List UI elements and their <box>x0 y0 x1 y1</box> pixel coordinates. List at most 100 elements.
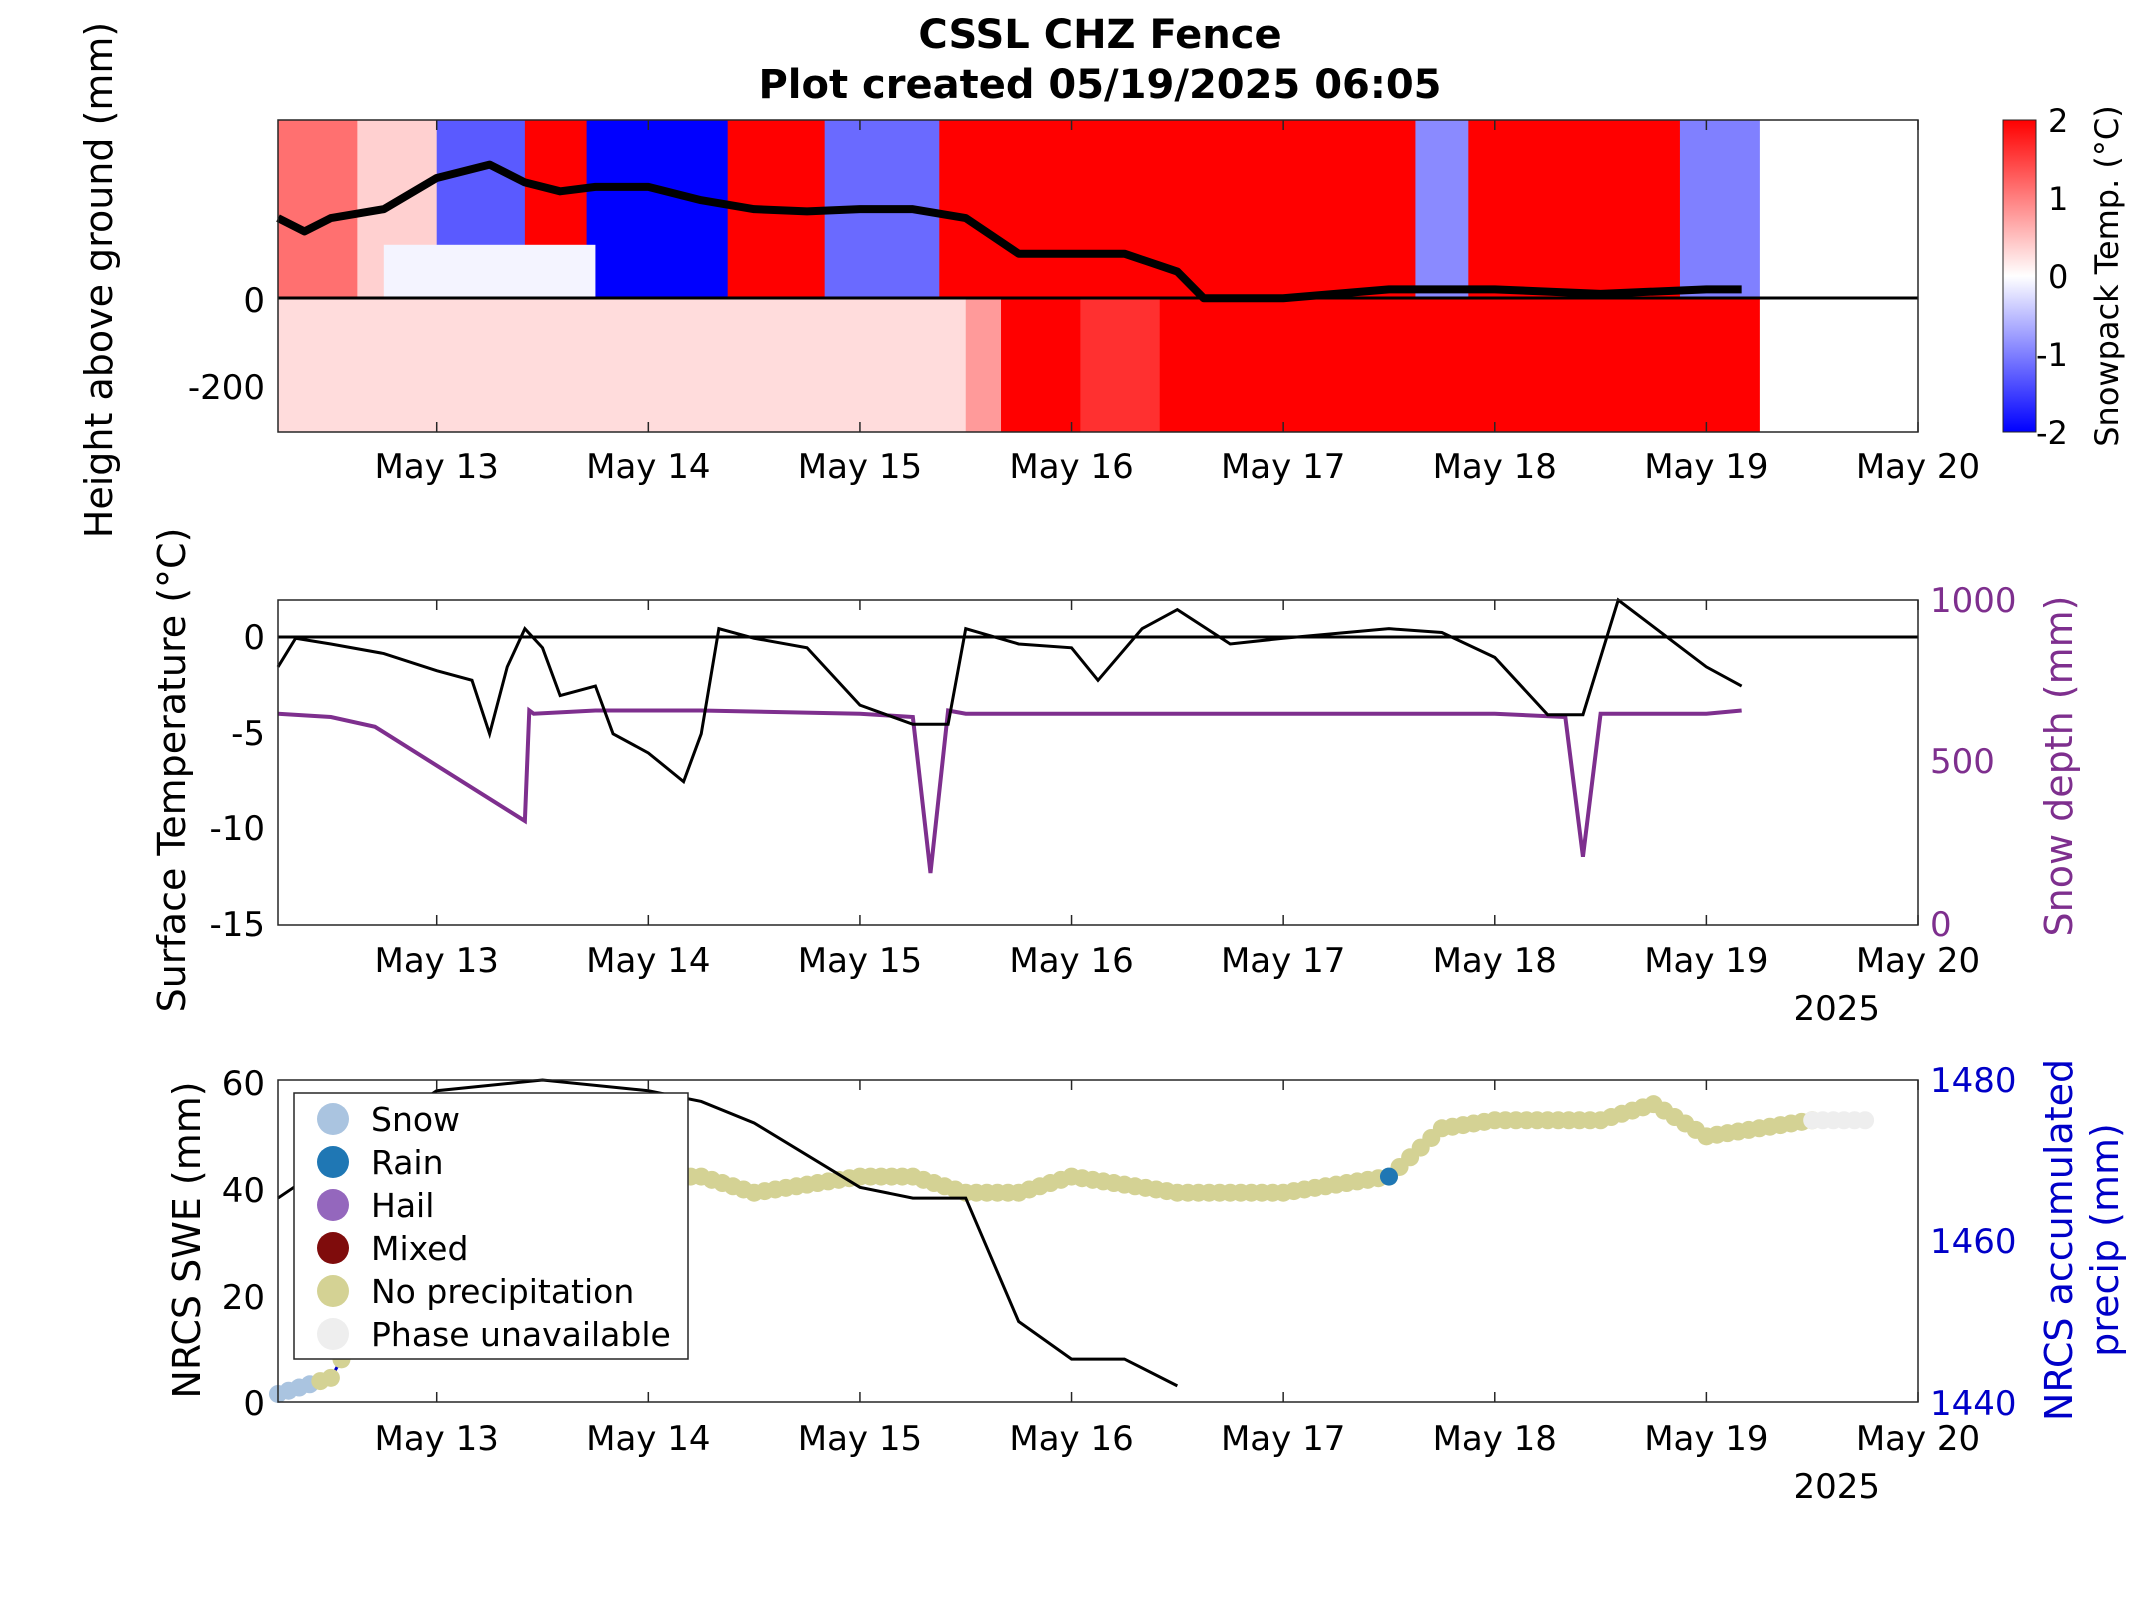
legend: Snow Rain Hail Mixed No precipitation Ph… <box>293 1092 689 1360</box>
panel3-x-ticks: May 13 May 14 May 15 May 16 May 17 May 18 May … <box>375 1080 1980 1459</box>
heatmap-cell <box>392 120 403 299</box>
heatmap-cell <box>807 298 817 432</box>
heatmap-cell <box>1468 120 1478 299</box>
colorbar-tick-2: 2 <box>2048 102 2068 140</box>
panel1-ylabel: Height above ground (mm) <box>77 22 121 539</box>
heatmap-cell <box>1565 298 1575 432</box>
panel2-year: 2025 <box>1793 989 1880 1029</box>
heatmap-cell <box>912 298 923 432</box>
heatmap-cell <box>1468 298 1478 432</box>
x-tick-label: May 13 <box>375 447 499 487</box>
heatmap-cell <box>286 298 297 432</box>
heatmap-cell <box>1750 120 1760 299</box>
legend-marker-rain <box>317 1146 349 1178</box>
heatmap-cell <box>1609 120 1619 299</box>
heatmap-cell <box>1679 120 1690 299</box>
heatmap-cell <box>1556 298 1566 432</box>
heatmap-cell <box>983 120 993 299</box>
heatmap-cell <box>1538 298 1549 432</box>
heatmap-cell <box>401 298 411 432</box>
heatmap-cell <box>1406 298 1417 432</box>
heatmap-cell <box>480 298 491 432</box>
x-tick-label: May 17 <box>1221 1419 1345 1459</box>
heatmap-cell <box>621 298 632 432</box>
heatmap-cell <box>868 298 879 432</box>
panel1-ytick-0: 0 <box>243 281 265 321</box>
heatmap-cell <box>1186 298 1196 432</box>
x-tick-label: May 20 <box>1856 941 1980 981</box>
heatmap-cell <box>639 120 649 299</box>
heatmap-cell <box>278 298 288 432</box>
heatmap-cell <box>542 120 552 299</box>
heatmap-cell <box>595 298 605 432</box>
heatmap-cell <box>348 298 358 432</box>
heatmap-cell <box>1256 120 1267 299</box>
heatmap-cell <box>701 120 711 299</box>
heatmap-cell <box>1415 298 1425 432</box>
x-tick-label: May 16 <box>1009 1419 1133 1459</box>
heatmap-cell <box>1283 120 1293 299</box>
heatmap-cell <box>1591 120 1602 299</box>
heatmap-cell <box>1045 120 1055 299</box>
heatmap-cell <box>445 120 455 299</box>
panel-surface-temperature: 0 -5 -10 -15 1000 500 0 May 13 May 14 May … <box>150 528 2081 1029</box>
heatmap-cell <box>1688 120 1699 299</box>
heatmap-cell <box>1618 120 1628 299</box>
heatmap-cell <box>1600 120 1610 299</box>
x-tick-label: May 15 <box>798 447 922 487</box>
heatmap-cell <box>1653 298 1663 432</box>
heatmap-cell <box>1098 120 1108 299</box>
heatmap-cell <box>657 298 667 432</box>
heatmap-cell <box>471 120 482 299</box>
heatmap-cell <box>948 120 958 299</box>
colorbar-label: Snowpack Temp. (°C) <box>2088 105 2126 447</box>
heatmap-cell <box>322 120 332 299</box>
heatmap-cell <box>1644 120 1655 299</box>
heatmap-cell <box>1230 298 1240 432</box>
heatmap-cell <box>921 298 932 432</box>
heatmap-cell <box>1089 120 1099 299</box>
heatmap-cell <box>1441 298 1452 432</box>
x-tick-label: May 19 <box>1644 941 1768 981</box>
heatmap-cell <box>1671 298 1681 432</box>
heatmap-cell <box>1494 120 1505 299</box>
x-tick-label: May 14 <box>586 941 710 981</box>
heatmap-cell <box>824 298 835 432</box>
heatmap-cell <box>648 120 658 299</box>
heatmap-cell <box>1547 120 1558 299</box>
heatmap-cell <box>789 298 799 432</box>
heatmap-cell <box>1212 298 1223 432</box>
x-tick-label: May 16 <box>1009 447 1133 487</box>
x-tick-label: May 18 <box>1433 941 1557 981</box>
heatmap-cell <box>454 120 464 299</box>
heatmap-cell <box>542 298 552 432</box>
heatmap-cell <box>1380 298 1390 432</box>
heatmap-cell <box>1433 120 1443 299</box>
panel2-ytick-right-0: 0 <box>1930 905 1952 945</box>
colorbar <box>2002 119 2037 433</box>
heatmap-cell <box>1009 298 1020 432</box>
heatmap-cell <box>718 298 729 432</box>
heatmap-cell <box>313 298 323 432</box>
heatmap-cell <box>939 120 949 299</box>
heatmap-cell <box>727 298 738 432</box>
panel1-frame <box>277 119 1919 433</box>
heatmap-cell <box>1627 298 1637 432</box>
heatmap-cell <box>357 298 367 432</box>
heatmap-cell <box>1424 120 1434 299</box>
heatmap-cell <box>454 298 464 432</box>
heatmap-cell <box>304 298 314 432</box>
heatmap-cell <box>1679 298 1690 432</box>
panel3-ytick-right-1480: 1480 <box>1930 1061 2017 1101</box>
x-tick-label: May 14 <box>586 447 710 487</box>
heatmap-cell <box>427 120 438 299</box>
heatmap-cell <box>1344 298 1355 432</box>
heatmap-cell <box>278 120 288 299</box>
heatmap-cell <box>1574 298 1584 432</box>
heatmap-cell <box>1477 120 1487 299</box>
heatmap-cell <box>1671 120 1681 299</box>
heatmap-cell <box>1627 120 1637 299</box>
heatmap-cell <box>1547 298 1558 432</box>
heatmap-cell <box>1574 120 1584 299</box>
heatmap-cell <box>1133 298 1143 432</box>
